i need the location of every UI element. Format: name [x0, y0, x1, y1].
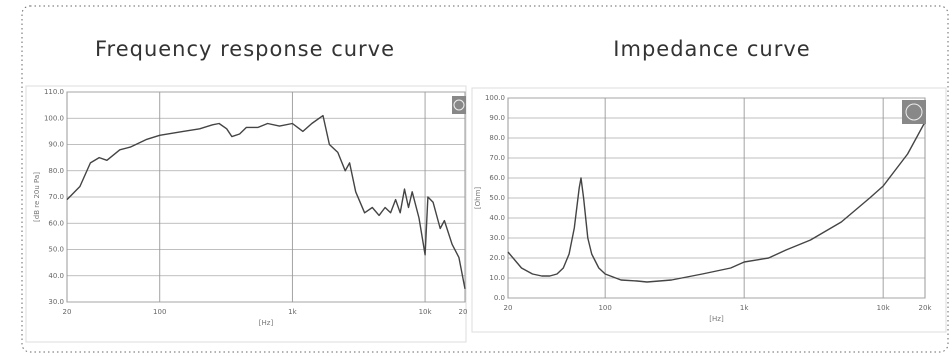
chart-1: 30.0 40.0 50.0 60.0 70.0 80.0 90.0 100.0 110.0 20…	[33, 88, 473, 327]
y-tick-label: 40.0	[489, 214, 505, 222]
x-axis-label: [Hz]	[709, 315, 724, 323]
line	[66, 114, 466, 290]
y-tick-label: 90.0	[48, 141, 64, 149]
y-tick-label: 10.0	[489, 274, 505, 282]
y-axis-label: [dB re 20u Pa]	[33, 172, 41, 222]
x-tick-label: 20k	[459, 308, 473, 316]
x-axis-label: [Hz]	[259, 319, 274, 327]
chart-title: Impedance curve	[613, 37, 810, 61]
y-tick-label: 80.0	[48, 167, 64, 175]
x-tick-label: 20	[504, 304, 513, 312]
y-tick-label: 30.0	[48, 298, 64, 306]
chart-2: 0.0 10.0 20.0 30.0 40.0 50.0 60.0 70.0 80.0 90.0 1…	[474, 94, 932, 323]
y-tick-label: 100.0	[485, 94, 505, 102]
x-tick-label: 100	[153, 308, 166, 316]
y-tick-label: 60.0	[489, 174, 505, 182]
x-tick-label: 10k	[419, 308, 433, 316]
y-tick-label: 50.0	[48, 246, 64, 254]
chart-title: Frequency response curve	[95, 37, 395, 61]
y-tick-label: 80.0	[489, 134, 505, 142]
y-tick-label: 90.0	[489, 114, 505, 122]
y-tick-label: 50.0	[489, 194, 505, 202]
x-tick-label: 1k	[740, 304, 749, 312]
y-axis-label: [Ohm]	[474, 187, 482, 209]
y-tick-label: 60.0	[48, 219, 64, 227]
x-tick-label: 100	[598, 304, 611, 312]
x-tick-label: 10k	[877, 304, 891, 312]
y-tick-label: 110.0	[44, 88, 64, 96]
y-tick-label: 40.0	[48, 272, 64, 280]
y-tick-label: 30.0	[489, 234, 505, 242]
logo	[452, 96, 926, 124]
x-tick-label: 20k	[919, 304, 933, 312]
y-tick-label: 20.0	[489, 254, 505, 262]
y-tick-label: 70.0	[48, 193, 64, 201]
line	[507, 121, 926, 283]
x-tick-label: 20	[63, 308, 72, 316]
y-tick-label: 70.0	[489, 154, 505, 162]
x-tick-label: 1k	[288, 308, 297, 316]
y-tick-label: 100.0	[44, 114, 64, 122]
y-tick-label: 0.0	[494, 294, 505, 302]
dotted-frame	[21, 5, 949, 353]
